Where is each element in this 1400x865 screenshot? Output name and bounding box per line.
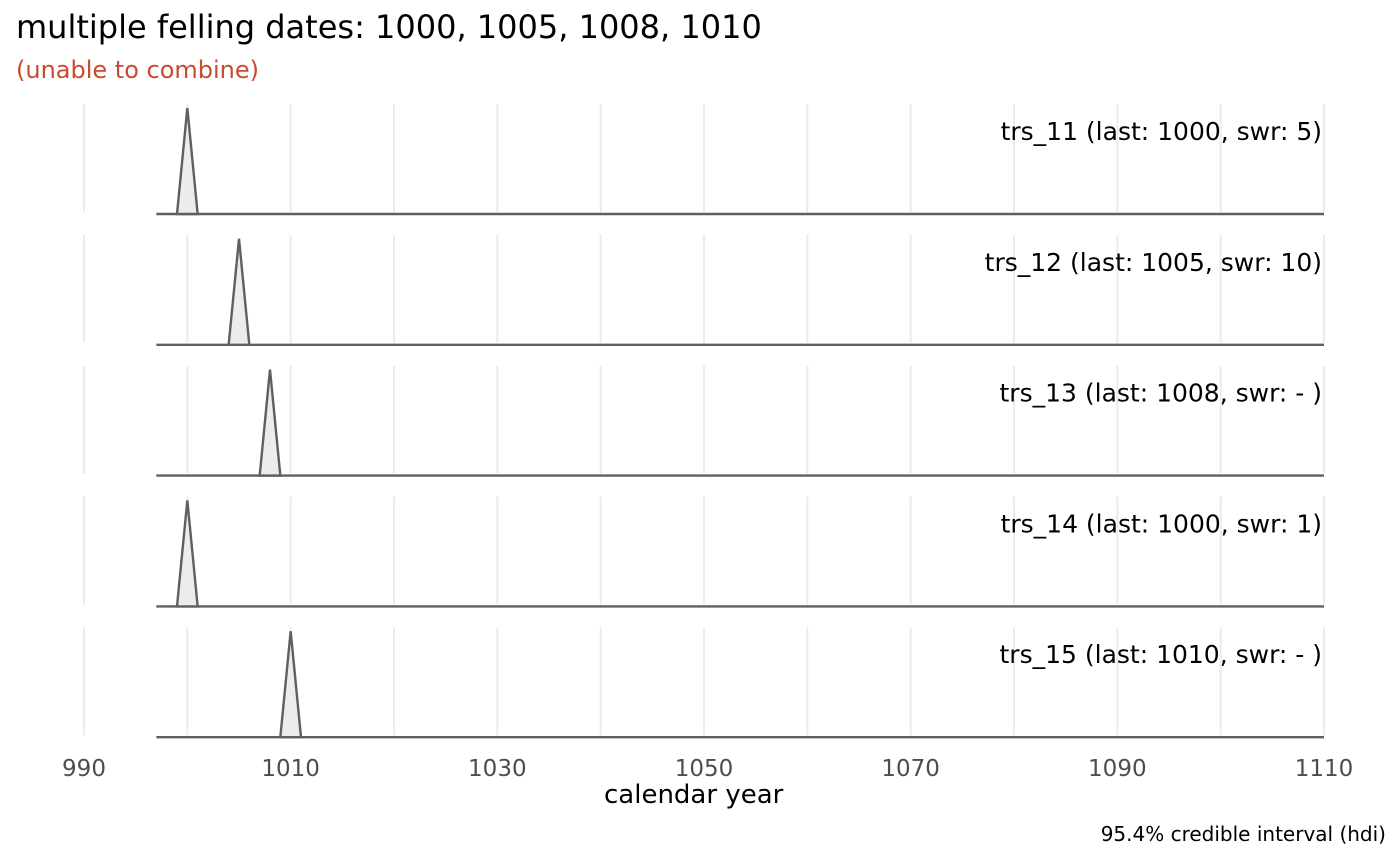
peak-trs_15 bbox=[279, 631, 303, 739]
x-tick-label-1010: 1010 bbox=[261, 756, 320, 782]
peak-trs_13 bbox=[258, 369, 282, 477]
chart-caption: 95.4% credible interval (hdi) bbox=[1100, 822, 1386, 846]
peak-trs_12 bbox=[227, 238, 251, 346]
x-tick-label-990: 990 bbox=[62, 756, 106, 782]
x-tick-label-1090: 1090 bbox=[1088, 756, 1147, 782]
panel-label-trs_11: trs_11 (last: 1000, swr: 5) bbox=[1001, 117, 1322, 146]
peak-trs_14 bbox=[175, 500, 199, 608]
x-tick-label-1030: 1030 bbox=[468, 756, 527, 782]
panel-label-trs_13: trs_13 (last: 1008, swr: - ) bbox=[1000, 379, 1323, 408]
panel-label-trs_14: trs_14 (last: 1000, swr: 1) bbox=[1001, 509, 1322, 538]
peak-trs_11 bbox=[175, 107, 199, 216]
chart-title: multiple felling dates: 1000, 1005, 1008… bbox=[16, 8, 762, 46]
x-tick-label-1070: 1070 bbox=[881, 756, 940, 782]
x-axis-label: calendar year bbox=[604, 780, 784, 810]
panel-label-trs_15: trs_15 (last: 1010, swr: - ) bbox=[1000, 640, 1323, 669]
x-tick-label-1050: 1050 bbox=[675, 756, 734, 782]
panels-layer: trs_11 (last: 1000, swr: 5) trs_12 (last:… bbox=[156, 107, 1324, 739]
chart-subtitle: (unable to combine) bbox=[16, 56, 260, 84]
panel-label-trs_12: trs_12 (last: 1005, swr: 10) bbox=[985, 248, 1322, 277]
x-tick-label-1110: 1110 bbox=[1295, 756, 1354, 782]
x-axis-ticks: 990 1010 1030 1050 1070 1090 1110 bbox=[62, 756, 1353, 782]
